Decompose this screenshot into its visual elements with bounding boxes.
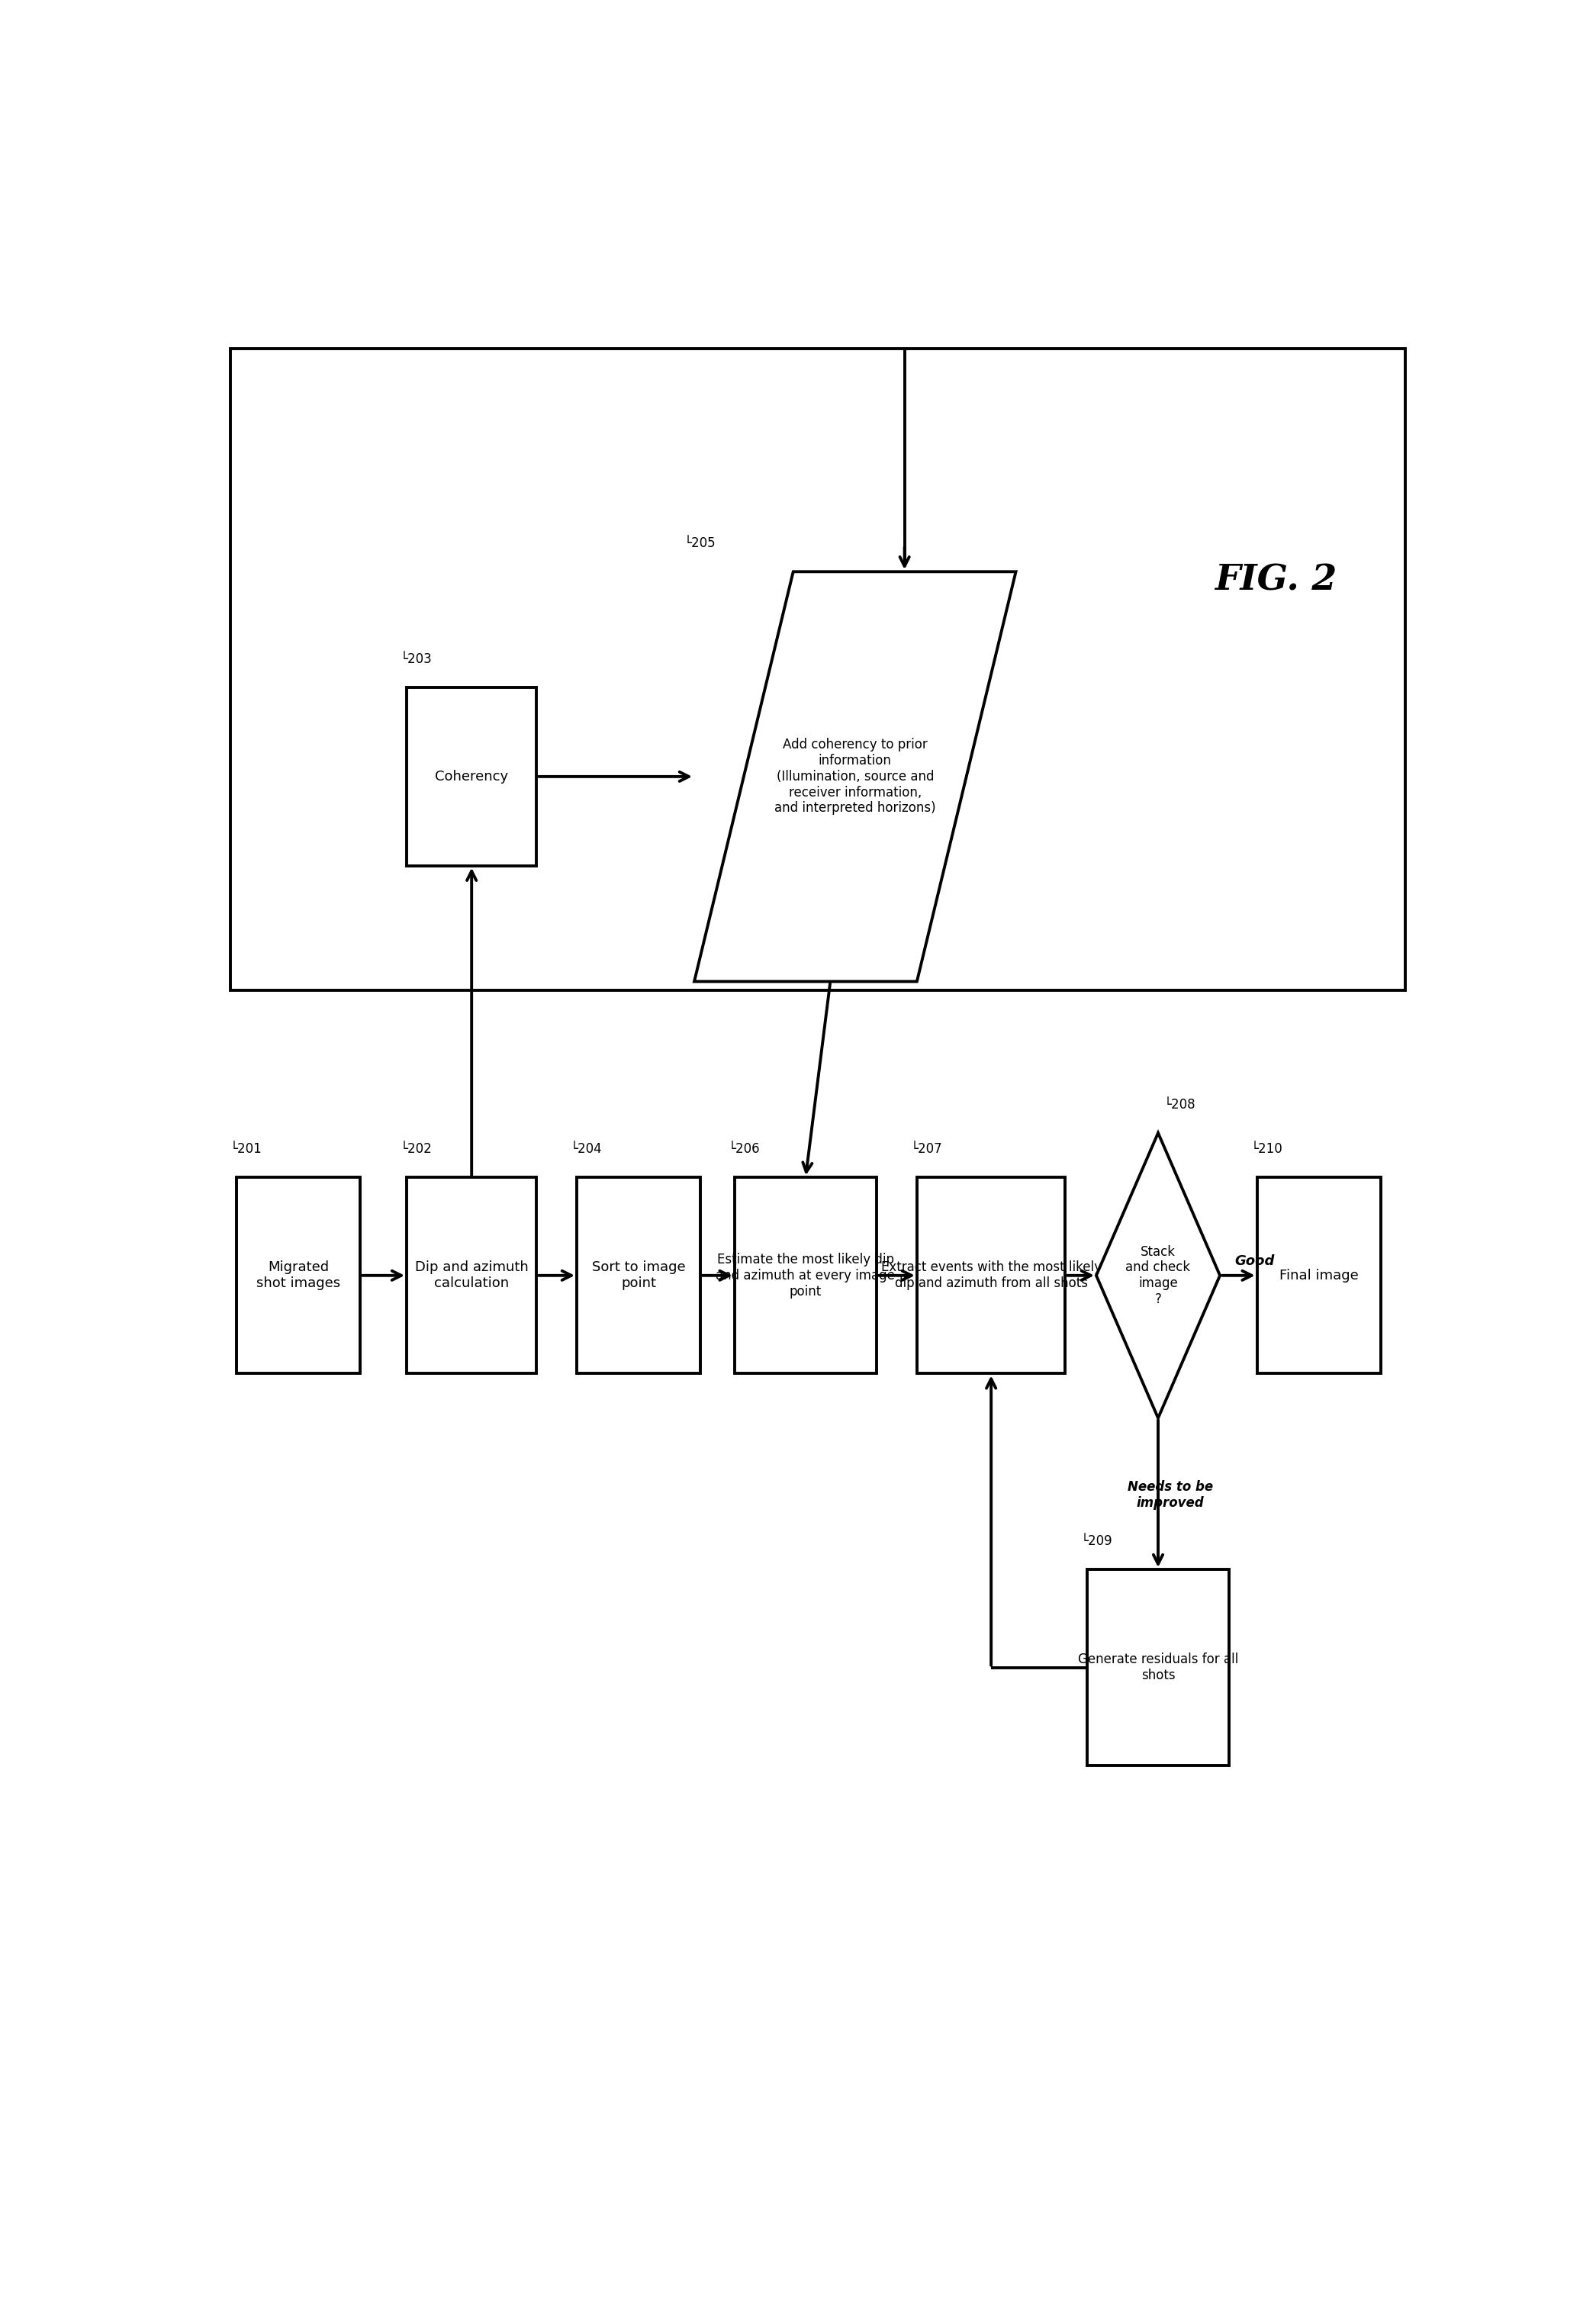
Text: Final image: Final image bbox=[1280, 1268, 1358, 1282]
Text: Estimate the most likely dip
and azimuth at every image
point: Estimate the most likely dip and azimuth… bbox=[717, 1252, 895, 1298]
Text: Needs to be
improved: Needs to be improved bbox=[1128, 1481, 1213, 1511]
Text: └210: └210 bbox=[1251, 1143, 1283, 1157]
Text: Migrated
shot images: Migrated shot images bbox=[257, 1261, 340, 1291]
FancyBboxPatch shape bbox=[407, 687, 536, 865]
Text: └201: └201 bbox=[230, 1143, 262, 1157]
FancyBboxPatch shape bbox=[230, 349, 1406, 990]
Text: Generate residuals for all
shots: Generate residuals for all shots bbox=[1077, 1652, 1238, 1682]
FancyBboxPatch shape bbox=[576, 1178, 701, 1375]
Text: └202: └202 bbox=[401, 1143, 433, 1157]
Text: Stack
and check
image
?: Stack and check image ? bbox=[1125, 1245, 1191, 1305]
FancyBboxPatch shape bbox=[734, 1178, 876, 1375]
Text: FIG. 2: FIG. 2 bbox=[1215, 562, 1337, 597]
FancyBboxPatch shape bbox=[407, 1178, 536, 1375]
Text: Dip and azimuth
calculation: Dip and azimuth calculation bbox=[415, 1261, 528, 1291]
FancyBboxPatch shape bbox=[236, 1178, 361, 1375]
FancyBboxPatch shape bbox=[1258, 1178, 1381, 1375]
Text: Coherency: Coherency bbox=[436, 771, 508, 784]
Text: └205: └205 bbox=[685, 537, 717, 551]
Text: Extract events with the most likely
dip and azimuth from all shots: Extract events with the most likely dip … bbox=[881, 1261, 1101, 1291]
FancyBboxPatch shape bbox=[1087, 1569, 1229, 1766]
Text: Sort to image
point: Sort to image point bbox=[592, 1261, 685, 1291]
Text: └208: └208 bbox=[1165, 1097, 1195, 1111]
Text: └209: └209 bbox=[1080, 1534, 1112, 1548]
Text: Good: Good bbox=[1235, 1254, 1275, 1268]
Text: └204: └204 bbox=[571, 1143, 602, 1157]
Text: └206: └206 bbox=[728, 1143, 760, 1157]
Text: └207: └207 bbox=[911, 1143, 943, 1157]
Polygon shape bbox=[694, 572, 1015, 981]
FancyBboxPatch shape bbox=[916, 1178, 1066, 1375]
Polygon shape bbox=[1096, 1134, 1219, 1418]
Text: └203: └203 bbox=[401, 653, 433, 666]
Text: Add coherency to prior
information
(Illumination, source and
receiver informatio: Add coherency to prior information (Illu… bbox=[774, 738, 935, 815]
